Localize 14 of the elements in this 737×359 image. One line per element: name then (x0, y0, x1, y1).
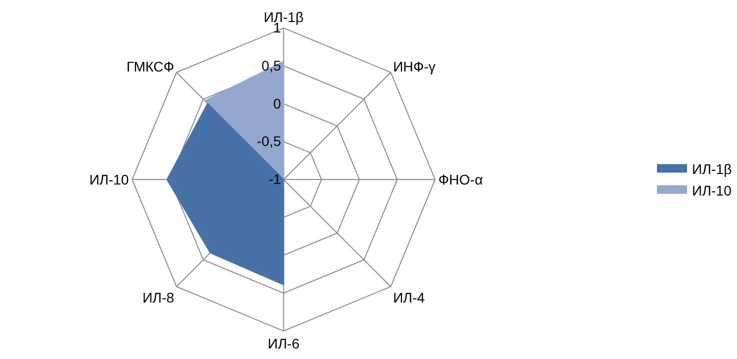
spoke-label: ИЛ-4 (393, 289, 425, 306)
y-tick-label: -0,5 (256, 133, 282, 150)
spoke-label: ИНФ-γ (393, 58, 436, 75)
legend-label: ИЛ-10 (692, 182, 732, 198)
spoke-label: ИЛ-8 (142, 289, 174, 306)
spoke-label: ГМКСФ (126, 58, 174, 75)
y-tick-label: -1 (268, 171, 282, 188)
spoke-label: ИЛ-10 (89, 171, 130, 188)
y-tick-label: 0 (273, 95, 282, 112)
spoke-label: ИЛ-1β (264, 8, 304, 25)
y-tick-label: 0,5 (262, 57, 282, 74)
spoke-label: ФНО-α (438, 171, 483, 188)
spoke-label: ИЛ-6 (268, 335, 300, 352)
legend-label: ИЛ-1β (692, 161, 732, 178)
